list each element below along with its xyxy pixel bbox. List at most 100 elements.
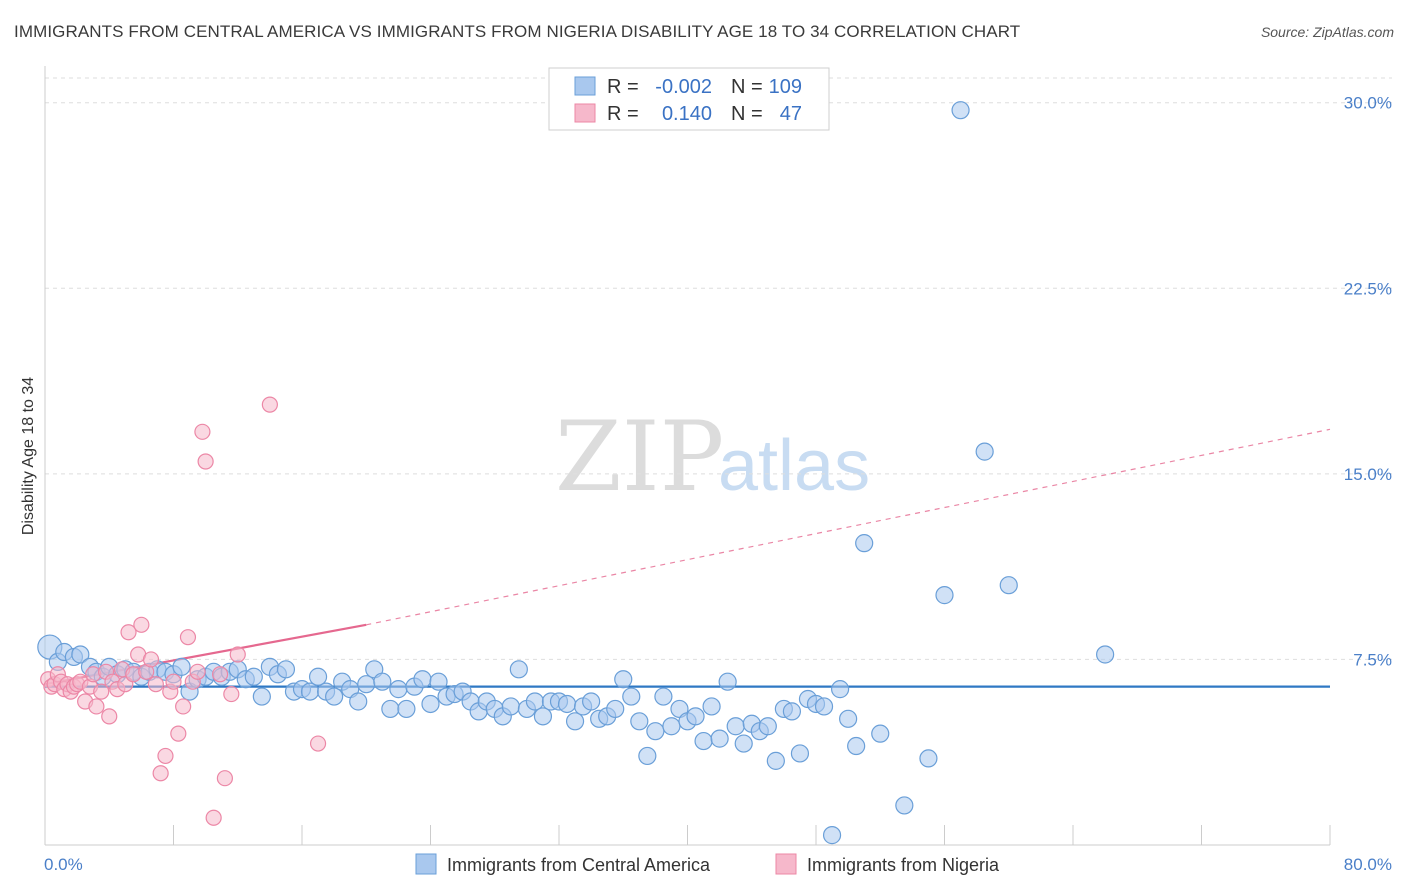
legend-r-value-pink: 0.140: [662, 103, 712, 125]
data-points: [37, 101, 1115, 845]
blue-point: [855, 534, 874, 553]
legend-r-label-pink: R =: [607, 103, 639, 125]
blue-point: [935, 586, 954, 605]
blue-point: [614, 670, 633, 689]
legend-n-label-pink: N =: [731, 103, 763, 125]
pink-point: [261, 396, 278, 413]
x-tick-label-max: 80.0%: [1344, 855, 1392, 874]
pink-point: [216, 770, 233, 787]
blue-point: [429, 672, 448, 691]
blue-point: [381, 699, 400, 719]
pink-point: [189, 663, 206, 680]
blue-point: [782, 702, 802, 721]
legend-n-value-blue: 109: [769, 76, 802, 98]
blue-point: [766, 751, 785, 770]
blue-point: [397, 699, 416, 719]
trend-line-nigeria-extension: [366, 428, 1331, 626]
pink-point: [179, 629, 197, 646]
blue-point: [638, 746, 657, 766]
blue-point: [325, 687, 344, 706]
blue-point: [630, 712, 649, 731]
pink-point: [194, 423, 211, 440]
bottom-legend-swatch-blue: [415, 853, 437, 875]
y-tick-label: 15.0%: [1344, 465, 1392, 484]
blue-point: [357, 675, 376, 694]
pink-point: [147, 676, 164, 693]
legend-r-label-blue: R =: [607, 76, 639, 98]
y-tick-label: 22.5%: [1344, 279, 1392, 298]
blue-point: [871, 724, 890, 743]
blue-point: [847, 736, 866, 756]
pink-point: [211, 666, 229, 683]
pink-point: [197, 453, 214, 470]
blue-point: [501, 697, 520, 716]
bottom-legend-label-pink: Immigrants from Nigeria: [807, 855, 1000, 875]
chart-title: IMMIGRANTS FROM CENTRAL AMERICA VS IMMIG…: [14, 22, 1021, 41]
legend-n-value-pink: 47: [780, 103, 802, 125]
pink-point: [157, 747, 174, 765]
blue-point: [895, 796, 914, 815]
blue-point: [822, 826, 842, 845]
blue-point: [389, 680, 408, 699]
blue-point: [999, 576, 1018, 595]
blue-point: [308, 667, 328, 686]
source-label: Source: ZipAtlas.com: [1260, 24, 1394, 40]
blue-point: [662, 717, 681, 736]
blue-point: [172, 657, 191, 676]
pink-point: [101, 708, 118, 725]
y-axis-label: Disability Age 18 to 34: [20, 377, 37, 535]
blue-point: [919, 749, 938, 768]
blue-point: [300, 682, 320, 701]
blue-point: [606, 699, 625, 719]
blue-point: [814, 697, 834, 716]
blue-point: [71, 645, 90, 664]
pink-point: [205, 809, 222, 826]
watermark-atlas: atlas: [718, 426, 870, 506]
pink-point: [152, 765, 169, 782]
pink-point: [133, 616, 150, 633]
blue-point: [726, 717, 745, 736]
blue-point: [276, 660, 296, 679]
blue-point: [557, 694, 577, 714]
blue-point: [790, 744, 810, 763]
pink-point: [120, 624, 137, 641]
blue-point: [734, 734, 753, 753]
blue-point: [975, 442, 994, 461]
tick-labels: 7.5% 15.0% 22.5% 30.0% 0.0% 80.0%: [44, 94, 1392, 874]
legend-r-value-blue: -0.002: [655, 76, 712, 98]
blue-point: [349, 692, 368, 711]
blue-point: [654, 687, 673, 706]
legend-swatch-pink: [574, 103, 596, 123]
bottom-legend: Immigrants from Central America Immigran…: [415, 853, 1000, 875]
blue-point: [694, 731, 713, 751]
blue-point: [830, 680, 850, 699]
blue-point: [718, 672, 737, 691]
blue-point: [413, 670, 432, 689]
bottom-legend-swatch-pink: [775, 853, 797, 875]
blue-point: [582, 692, 601, 711]
blue-point: [758, 717, 777, 736]
pink-point: [170, 725, 187, 742]
blue-point: [533, 707, 553, 726]
pink-point: [88, 698, 105, 715]
y-tick-label: 30.0%: [1344, 94, 1392, 113]
blue-point: [839, 709, 858, 728]
blue-point: [252, 687, 271, 706]
legend-n-label-blue: N =: [731, 76, 763, 98]
y-tick-label: 7.5%: [1353, 650, 1392, 669]
blue-point: [622, 687, 641, 706]
x-tick-label-min: 0.0%: [44, 855, 83, 874]
blue-point: [1096, 645, 1115, 664]
blue-point: [373, 672, 392, 691]
blue-point: [686, 707, 705, 726]
blue-point: [565, 712, 585, 731]
pink-point: [175, 698, 192, 715]
blue-point: [951, 101, 970, 120]
pink-point: [93, 683, 110, 700]
pink-point: [165, 673, 182, 690]
blue-point: [702, 697, 721, 716]
pink-point: [142, 651, 160, 668]
bottom-legend-label-blue: Immigrants from Central America: [447, 855, 711, 875]
blue-point: [244, 667, 263, 686]
